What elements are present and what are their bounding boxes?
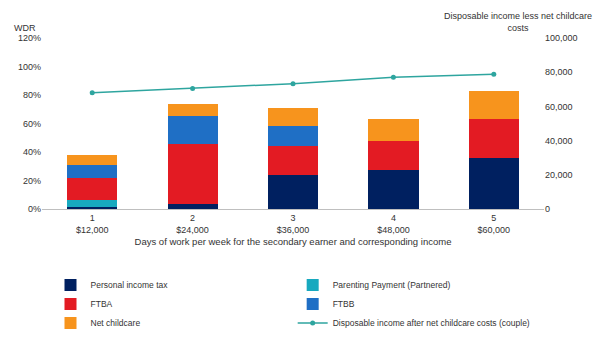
svg-text:20,000: 20,000 <box>545 170 573 180</box>
svg-text:Disposable income after net ch: Disposable income after net childcare co… <box>333 318 530 328</box>
svg-text:40,000: 40,000 <box>545 136 573 146</box>
svg-text:0%: 0% <box>28 204 41 214</box>
svg-text:3$36,000: 3$36,000 <box>277 213 310 235</box>
svg-text:WDR: WDR <box>14 23 36 33</box>
svg-text:1$12,000: 1$12,000 <box>76 213 109 235</box>
svg-text:120%: 120% <box>18 33 41 43</box>
svg-text:FTBA: FTBA <box>91 299 113 309</box>
svg-text:Personal income tax: Personal income tax <box>91 280 169 290</box>
svg-text:Days of work per week for the: Days of work per week for the secondary … <box>135 236 452 247</box>
svg-text:2$24,000: 2$24,000 <box>176 213 209 235</box>
svg-text:60,000: 60,000 <box>545 102 573 112</box>
svg-text:5$60,000: 5$60,000 <box>478 213 511 235</box>
svg-text:Net childcare: Net childcare <box>91 318 141 328</box>
svg-text:80,000: 80,000 <box>545 67 573 77</box>
svg-text:Disposable income less net chi: Disposable income less net childcarecost… <box>444 11 592 33</box>
svg-text:20%: 20% <box>23 176 41 186</box>
svg-text:40%: 40% <box>23 147 41 157</box>
svg-text:100,000: 100,000 <box>545 33 578 43</box>
svg-text:100%: 100% <box>18 62 41 72</box>
svg-text:80%: 80% <box>23 90 41 100</box>
svg-text:Parenting Payment (Partnered): Parenting Payment (Partnered) <box>333 280 451 290</box>
svg-text:60%: 60% <box>23 119 41 129</box>
svg-text:4$48,000: 4$48,000 <box>377 213 410 235</box>
svg-text:FTBB: FTBB <box>333 299 355 309</box>
svg-text:0: 0 <box>545 204 550 214</box>
